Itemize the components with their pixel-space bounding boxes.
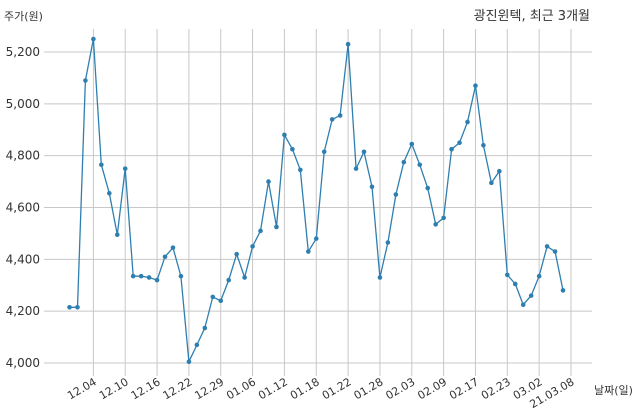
data-point — [290, 146, 295, 152]
tick-label-layer: 4,000 4,200 4,400 4,600 4,800 5,000 5,200 12.04… — [6, 45, 577, 411]
data-point — [67, 304, 72, 310]
data-point — [226, 277, 231, 283]
x-tick-label: 02.03 — [384, 375, 418, 402]
x-tick-label: 01.06 — [224, 375, 258, 402]
data-point — [361, 149, 367, 155]
data-point — [560, 288, 566, 293]
data-point — [75, 304, 80, 310]
data-point — [266, 179, 271, 184]
y-tick-label: 4,800 — [6, 149, 40, 163]
data-point — [234, 251, 239, 257]
data-point — [154, 277, 160, 283]
data-point — [210, 294, 216, 300]
x-tick-label: 12.22 — [161, 375, 195, 402]
data-point — [401, 159, 407, 165]
data-point — [91, 36, 96, 42]
data-point — [321, 149, 327, 155]
y-tick-label: 4,000 — [6, 356, 40, 370]
data-point — [194, 342, 200, 348]
data-point — [417, 162, 423, 168]
data-point — [122, 166, 128, 171]
data-point — [441, 215, 446, 221]
data-point — [345, 41, 351, 47]
x-tick-label: 01.28 — [352, 375, 386, 402]
x-tick-label: 02.17 — [447, 375, 481, 402]
data-point — [457, 140, 462, 146]
data-point — [552, 249, 558, 254]
data-point — [536, 273, 542, 279]
data-point — [107, 190, 112, 196]
data-point — [313, 236, 319, 241]
data-point — [528, 293, 534, 298]
data-point — [162, 254, 168, 260]
x-tick-label: 12.10 — [97, 375, 131, 402]
y-tick-label: 5,200 — [6, 45, 40, 59]
data-point — [178, 273, 184, 279]
data-point — [433, 222, 438, 227]
y-tick-label: 4,400 — [6, 252, 40, 266]
data-point — [449, 146, 454, 152]
data-point — [425, 185, 431, 191]
x-tick-label: 01.12 — [256, 375, 290, 402]
data-point — [465, 119, 470, 125]
data-point — [481, 143, 486, 148]
data-point — [258, 228, 263, 234]
x-tick-label: 02.23 — [479, 375, 513, 402]
data-point — [298, 167, 303, 173]
data-point — [83, 78, 88, 83]
x-tick-label: 01.18 — [288, 375, 322, 402]
data-point — [202, 325, 208, 331]
data-point — [393, 192, 399, 197]
data-point — [170, 245, 176, 250]
data-point — [306, 249, 311, 254]
data-point — [353, 166, 359, 171]
y-tick-label: 5,000 — [6, 97, 40, 111]
data-point — [114, 232, 120, 238]
data-point — [242, 275, 247, 280]
data-point — [218, 298, 224, 304]
data-point — [130, 273, 136, 279]
grid-layer — [44, 29, 592, 376]
x-tick-label: 12.16 — [129, 375, 163, 402]
data-point — [544, 244, 550, 249]
data-point — [250, 244, 255, 249]
data-point — [409, 141, 415, 147]
data-point — [512, 281, 518, 287]
data-point — [377, 275, 383, 280]
data-point — [282, 132, 287, 138]
data-point — [337, 113, 343, 118]
series-layer — [67, 36, 566, 365]
data-point — [369, 184, 375, 190]
x-tick-label: 02.09 — [415, 375, 449, 402]
x-tick-label: 12.29 — [192, 375, 226, 402]
data-point — [520, 302, 526, 307]
chart-title: 광진윈텍, 최근 3개월 — [474, 9, 590, 24]
y-tick-label: 4,600 — [6, 201, 40, 215]
y-tick-label: 4,200 — [6, 304, 40, 318]
data-point — [489, 180, 494, 186]
y-axis-label: 주가(원) — [4, 10, 43, 23]
x-axis-label: 날짜(일) — [594, 383, 633, 397]
data-point — [138, 273, 144, 279]
data-point — [329, 117, 335, 122]
data-point — [99, 162, 104, 168]
data-point — [497, 168, 502, 174]
data-point — [146, 275, 152, 280]
x-tick-label: 12.04 — [65, 375, 99, 402]
data-point — [505, 272, 510, 278]
x-tick-label: 01.22 — [320, 375, 354, 402]
data-point — [186, 359, 192, 365]
data-point — [385, 240, 391, 245]
data-point — [473, 83, 478, 88]
data-point — [274, 224, 279, 230]
